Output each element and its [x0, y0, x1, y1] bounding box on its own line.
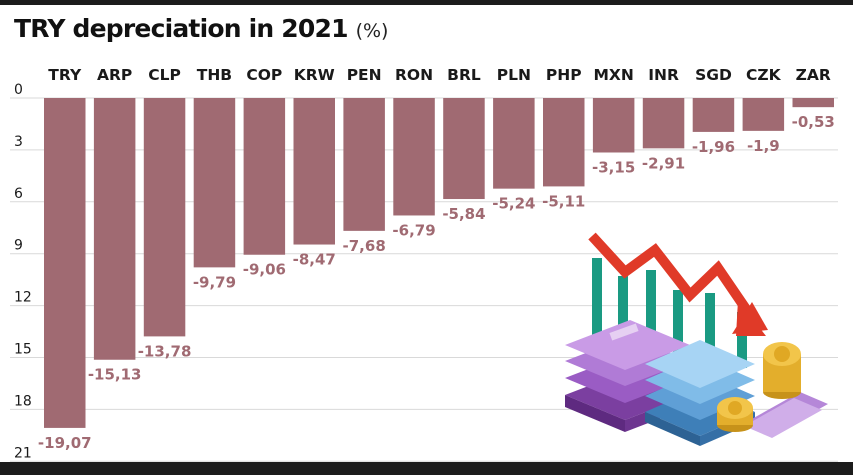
value-label: -8,47 — [293, 251, 336, 269]
value-label: -9,79 — [193, 273, 236, 291]
value-label: -2,91 — [642, 154, 685, 172]
y-tick-label: 3 — [14, 134, 23, 150]
y-tick-label: 15 — [14, 342, 32, 358]
value-label: -19,07 — [38, 434, 92, 452]
category-label: INR — [648, 66, 679, 84]
category-label: RON — [395, 66, 433, 84]
coin-stack-icon — [717, 342, 801, 432]
bar-clp — [143, 98, 186, 337]
value-label: -0,53 — [792, 113, 835, 131]
currency-illustration — [565, 232, 828, 446]
bar-krw — [293, 98, 335, 245]
category-label: THB — [197, 66, 232, 84]
category-label: KRW — [294, 66, 335, 84]
category-label: ARP — [97, 66, 132, 84]
value-label: -5,11 — [542, 192, 585, 210]
bar-zar — [792, 98, 834, 108]
category-labels: TRY ARP CLP THB COP KRW PEN RON BRL PLN PHP MXN INR S… — [48, 66, 831, 84]
banknote-loose-icon — [744, 392, 828, 438]
value-label: -1,96 — [692, 138, 735, 156]
bar-arp — [93, 98, 136, 360]
bar-pln — [493, 98, 535, 189]
y-tick-label: 6 — [14, 186, 23, 202]
value-label: -9,06 — [243, 261, 286, 279]
bar-brl — [443, 98, 485, 200]
category-label: TRY — [48, 66, 82, 84]
bar-cop — [243, 98, 286, 255]
bar-pen — [343, 98, 385, 231]
value-label: -1,9 — [747, 137, 780, 155]
value-label: -7,68 — [343, 237, 386, 255]
chart-title: TRY depreciation in 2021 (%) — [14, 14, 388, 43]
bar-inr — [642, 98, 685, 149]
y-axis-ticks: 0 3 6 9 12 15 18 21 — [14, 82, 32, 461]
category-label: SGD — [695, 66, 732, 84]
bars — [44, 98, 834, 428]
value-label: -15,13 — [88, 366, 142, 384]
top-frame-bar — [0, 0, 853, 5]
bar-ron — [393, 98, 435, 216]
category-label: MXN — [593, 66, 633, 84]
chart-title-text: TRY depreciation in 2021 — [14, 14, 348, 43]
category-label: CLP — [148, 66, 181, 84]
category-label: PEN — [347, 66, 382, 84]
y-tick-label: 0 — [14, 82, 23, 98]
value-labels: -19,07 -15,13 -13,78 -9,79 -9,06 -8,47 -7,68 -6… — [38, 113, 835, 452]
bar-sgd — [692, 98, 735, 132]
y-tick-label: 9 — [14, 238, 23, 254]
trend-bars-icon — [592, 258, 747, 368]
category-label: CZK — [746, 66, 782, 84]
y-tick-label: 21 — [14, 445, 32, 461]
value-label: -13,78 — [138, 342, 192, 360]
value-label: -5,84 — [442, 205, 485, 223]
category-label: BRL — [447, 66, 481, 84]
bar-php — [543, 98, 585, 187]
trend-down-arrow-icon — [588, 232, 768, 336]
value-label: -3,15 — [592, 158, 635, 176]
bar-czk — [742, 98, 785, 131]
bar-try — [44, 98, 86, 428]
bar-thb — [193, 98, 236, 268]
category-label: PLN — [497, 66, 531, 84]
bottom-frame-bar — [0, 462, 853, 475]
category-label: COP — [246, 66, 282, 84]
y-tick-label: 12 — [14, 290, 32, 306]
bar-mxn — [592, 98, 635, 153]
category-label: ZAR — [796, 66, 831, 84]
chart-title-unit: (%) — [355, 20, 389, 42]
y-tick-label: 18 — [14, 393, 32, 409]
value-label: -6,79 — [392, 221, 435, 239]
category-label: PHP — [546, 66, 582, 84]
value-label: -5,24 — [492, 195, 535, 213]
